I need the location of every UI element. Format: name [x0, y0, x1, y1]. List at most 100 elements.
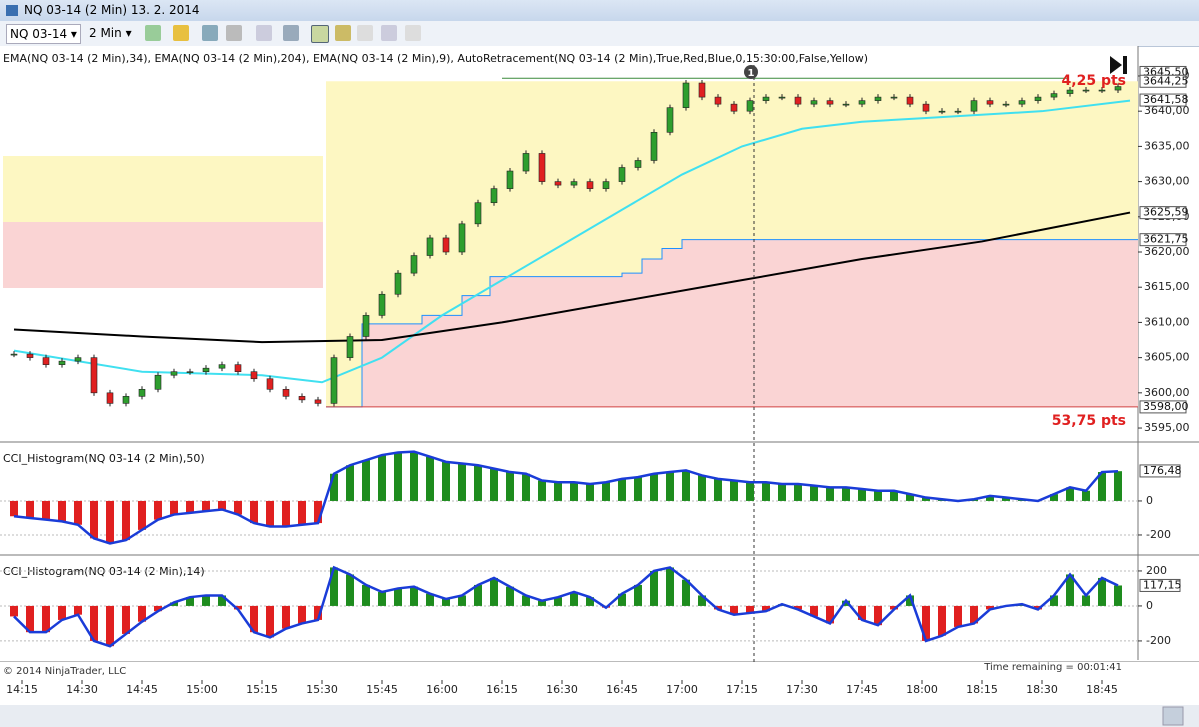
- histogram-bar: [682, 579, 690, 606]
- x-tick-label: 16:30: [546, 683, 578, 696]
- histogram-bar: [906, 494, 914, 501]
- histogram-bar: [58, 500, 66, 522]
- histogram-bar: [490, 468, 498, 501]
- candle: [202, 367, 210, 373]
- price-marker-label: 3625,59: [1143, 206, 1189, 219]
- histogram-bar: [634, 477, 642, 501]
- histogram-bar: [346, 465, 354, 501]
- y-tick-label: 3640,00: [1144, 104, 1190, 117]
- histogram-bar: [1082, 490, 1090, 501]
- candle: [170, 371, 178, 376]
- data-box-button[interactable]: [405, 25, 421, 41]
- scrollbar[interactable]: [0, 705, 1199, 727]
- candle: [954, 110, 962, 113]
- candle: [10, 353, 18, 356]
- histogram-bar: [10, 605, 18, 617]
- histogram-bar: [506, 472, 514, 501]
- histogram-bar: [554, 597, 562, 606]
- histogram-bar: [1066, 574, 1074, 606]
- candle: [906, 96, 914, 105]
- instrument-selector[interactable]: NQ 03-14 ▾: [6, 24, 81, 44]
- chart-style-button[interactable]: [145, 25, 161, 41]
- histogram-bar: [442, 461, 450, 501]
- x-tick-label: 15:15: [246, 683, 278, 696]
- title-bar: NQ 03-14 (2 Min) 13. 2. 2014: [0, 0, 1199, 21]
- marker-badge-label: 1: [748, 68, 755, 79]
- candle: [490, 188, 498, 204]
- histogram-bar: [202, 595, 210, 606]
- properties-button[interactable]: [381, 25, 397, 41]
- histogram-bar: [634, 584, 642, 606]
- candle: [682, 82, 690, 108]
- candle: [186, 371, 194, 374]
- candle: [90, 357, 98, 394]
- indicator-label: CCI_Histogram(NQ 03-14 (2 Min),50): [3, 452, 205, 465]
- y-tick-label: 3615,00: [1144, 280, 1190, 293]
- interval-selector[interactable]: 2 Min ▾: [89, 26, 132, 40]
- histogram-bar: [426, 456, 434, 501]
- tool-button[interactable]: [226, 25, 242, 41]
- tool-button[interactable]: [202, 25, 218, 41]
- panel: [0, 558, 1138, 660]
- annotation: 4,25 pts: [1062, 73, 1126, 89]
- histogram-bar: [42, 605, 50, 633]
- histogram-bar: [458, 463, 466, 501]
- histogram-bar: [298, 500, 306, 525]
- price-marker-label: 3598,00: [1143, 400, 1189, 413]
- histogram-bar: [650, 570, 658, 606]
- annotation: 53,75 pts: [1052, 413, 1126, 429]
- x-tick-label: 18:45: [1086, 683, 1118, 696]
- candle: [250, 371, 258, 380]
- candle: [474, 202, 482, 225]
- histogram-bar: [314, 605, 322, 620]
- candle: [794, 96, 802, 105]
- marker-badge: [744, 65, 758, 79]
- interval: 2 Min: [89, 26, 122, 40]
- candle: [586, 181, 594, 189]
- cursor-button[interactable]: [256, 25, 272, 41]
- x-tick-label: 16:00: [426, 683, 458, 696]
- strategy-button[interactable]: [357, 25, 373, 41]
- price-marker: [1139, 93, 1187, 107]
- bars-button[interactable]: [311, 25, 329, 43]
- candle: [922, 103, 930, 112]
- histogram-bar: [1114, 471, 1122, 501]
- x-tick-label: 17:45: [846, 683, 878, 696]
- histogram-bar: [362, 584, 370, 606]
- histogram-bar: [570, 482, 578, 501]
- value-marker: [1139, 578, 1181, 592]
- x-tick-label: 18:15: [966, 683, 998, 696]
- price-marker: [1139, 206, 1187, 220]
- draw-button[interactable]: [173, 25, 189, 41]
- candle: [522, 153, 530, 172]
- candle: [730, 103, 738, 112]
- histogram-bar: [970, 605, 978, 624]
- histogram-bar: [746, 605, 754, 613]
- histogram-bar: [874, 490, 882, 501]
- candle: [554, 181, 562, 186]
- histogram-bar: [90, 605, 98, 641]
- candle: [890, 96, 898, 99]
- zoom-button[interactable]: [283, 25, 299, 41]
- histogram-bar: [506, 586, 514, 606]
- histogram-bar: [810, 605, 818, 617]
- candle: [266, 378, 274, 390]
- candle: [698, 82, 706, 98]
- histogram-bar: [234, 500, 242, 515]
- price-marker: [1139, 74, 1187, 88]
- histogram-bar: [74, 605, 82, 615]
- indicator-button[interactable]: [335, 25, 351, 41]
- histogram-bar: [122, 605, 130, 634]
- x-tick-label: 17:15: [726, 683, 758, 696]
- histogram-bar: [682, 470, 690, 501]
- histogram-bar: [218, 595, 226, 606]
- price-marker-label: 3641,58: [1143, 93, 1189, 106]
- histogram-bar: [698, 595, 706, 606]
- histogram-bar: [474, 465, 482, 501]
- x-tick-label: 18:30: [1026, 683, 1058, 696]
- candle: [218, 364, 226, 369]
- scroll-thumb[interactable]: [1162, 706, 1184, 726]
- histogram-bar: [666, 567, 674, 606]
- histogram-bar: [794, 483, 802, 501]
